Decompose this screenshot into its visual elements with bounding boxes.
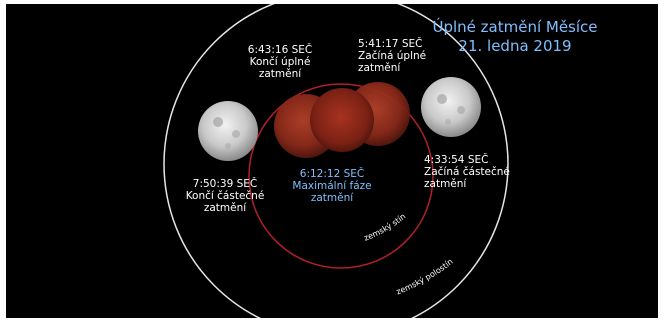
title-line-1: Úplné zatmění Měsíce	[432, 18, 598, 36]
label-begins-partial: 4:33:54 SEČ Začíná částečné zatmění	[424, 154, 510, 190]
eclipse-diagram: zemský stín zemský polostín	[163, 4, 509, 318]
label-maximum: 6:12:12 SEČ Maximální fáze zatmění	[292, 168, 372, 204]
diagram-title: Úplné zatmění Měsíce 21. ledna 2019	[412, 18, 618, 56]
penumbra-ring	[163, 4, 509, 318]
label-begins-total: 5:41:17 SEČ Začíná úplné zatmění	[358, 38, 427, 74]
label-ends-partial: 7:50:39 SEČ Končí částečné zatmění	[185, 178, 265, 214]
moon-ends-partial	[198, 101, 258, 161]
moon-maximum	[310, 88, 374, 152]
umbra-label: zemský stín	[363, 212, 408, 243]
label-ends-total: 6:43:16 SEČ Končí úplné zatmění	[247, 44, 313, 80]
title-line-2: 21. ledna 2019	[458, 37, 572, 55]
diagram-frame: zemský stín zemský polostín Úplné zatměn…	[6, 4, 658, 318]
umbra-ring	[248, 83, 434, 269]
penumbra-label: zemský polostín	[395, 257, 455, 296]
moon-begins-partial	[421, 77, 481, 137]
